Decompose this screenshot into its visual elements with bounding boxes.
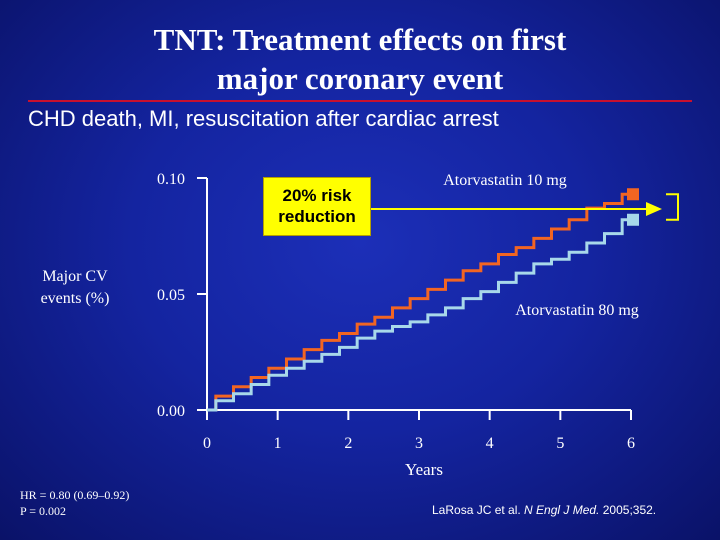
slide-subtitle: CHD death, MI, resuscitation after cardi… bbox=[28, 106, 499, 131]
citation-authors: LaRosa JC et al. bbox=[432, 503, 525, 517]
title-line-2: major coronary event bbox=[216, 61, 504, 96]
risk-reduction-callout: 20% risk reduction bbox=[263, 177, 371, 236]
x-tick-label: 5 bbox=[556, 435, 564, 452]
y-tick-label: 0.05 bbox=[157, 287, 185, 304]
y-tick-label: 0.10 bbox=[157, 171, 185, 188]
x-axis-title: Years bbox=[405, 460, 443, 479]
title-line-1: TNT: Treatment effects on first bbox=[153, 22, 567, 57]
callout-line-1: 20% risk bbox=[282, 186, 352, 205]
legend-atorvastatin-10mg: Atorvastatin 10 mg bbox=[443, 172, 567, 189]
legend-atorvastatin-80mg: Atorvastatin 80 mg bbox=[515, 302, 639, 319]
citation: LaRosa JC et al. N Engl J Med. 2005;352. bbox=[432, 503, 656, 517]
x-tick-label: 1 bbox=[274, 435, 282, 452]
y-axis-label-line-2: events (%) bbox=[40, 290, 110, 307]
hazard-ratio-text: HR = 0.80 (0.69–0.92) bbox=[20, 488, 130, 502]
arrow-head bbox=[646, 202, 662, 216]
series-atorvastatin-80mg-marker bbox=[627, 213, 639, 226]
x-tick-label: 2 bbox=[344, 435, 352, 452]
y-tick-label: 0.00 bbox=[157, 403, 185, 420]
x-tick-label: 4 bbox=[486, 435, 494, 452]
callout-line-2: reduction bbox=[278, 207, 356, 226]
citation-journal: N Engl J Med. bbox=[524, 503, 600, 517]
y-axis-label-line-1: Major CV bbox=[42, 268, 108, 285]
x-tick-label: 6 bbox=[627, 435, 635, 452]
x-tick-label: 0 bbox=[203, 435, 211, 452]
citation-year: 2005;352. bbox=[599, 503, 657, 517]
y-axis-label: Major CV events (%) bbox=[20, 266, 130, 310]
slide-title: TNT: Treatment effects on first major co… bbox=[0, 20, 720, 98]
series-atorvastatin-80mg-line bbox=[207, 218, 631, 412]
series-atorvastatin-10mg-marker bbox=[627, 188, 639, 201]
hazard-ratio-footnote: HR = 0.80 (0.69–0.92) P = 0.002 bbox=[20, 487, 129, 519]
x-tick-label: 3 bbox=[415, 435, 423, 452]
p-value-text: P = 0.002 bbox=[20, 504, 66, 518]
title-divider bbox=[28, 100, 692, 102]
series-atorvastatin-10mg-line bbox=[207, 192, 631, 412]
risk-bracket bbox=[666, 193, 679, 221]
